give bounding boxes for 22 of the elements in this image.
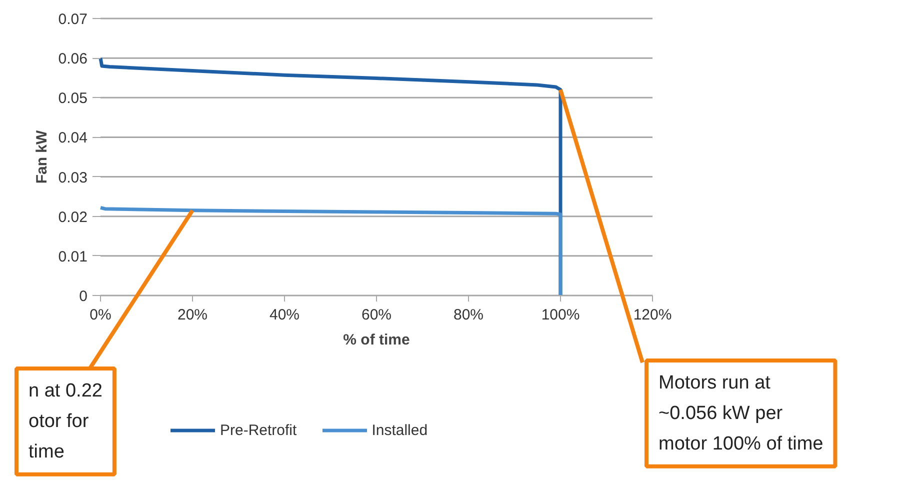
annotation: n at 0.22 otor for time (28, 380, 102, 462)
x-tick-label: 0% (90, 306, 112, 324)
y-tick-label: 0.07 (58, 11, 88, 28)
legend-label: Installed (372, 422, 428, 438)
y-tick-label: 0.03 (58, 169, 88, 186)
x-tick-label: 100% (541, 306, 580, 324)
y-tick-label: 0.05 (58, 90, 88, 108)
y-tick-label: 0.01 (58, 248, 88, 266)
x-tick-label: 120% (633, 306, 672, 324)
y-tick-label: 0.04 (58, 130, 88, 147)
x-axis-title: % of time (343, 332, 410, 348)
y-tick-label: 0.06 (58, 50, 88, 68)
line-series (98, 206, 562, 298)
x-tick-label: 80% (453, 306, 484, 324)
y-tick-label: 0.02 (58, 208, 88, 226)
y-axis-title: Fan kW (33, 129, 50, 184)
x-tick-label: 60% (361, 306, 392, 324)
annotation: Motors run at ~0.056 kW per motor 100% of time (658, 372, 824, 454)
legend-label: Pre-Retrofit (220, 422, 297, 438)
x-tick-label: 20% (177, 306, 208, 324)
x-tick-label: 40% (269, 306, 300, 324)
y-tick-label: 0 (79, 288, 88, 305)
